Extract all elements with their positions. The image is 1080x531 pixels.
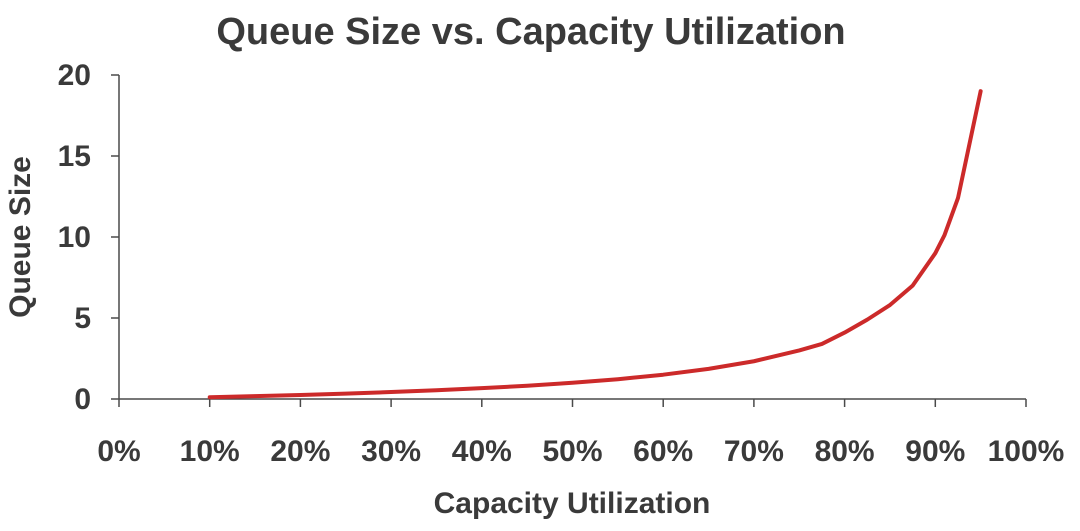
x-tick-label: 70% — [724, 435, 784, 468]
x-tick-label: 20% — [270, 435, 330, 468]
y-tick-label: 15 — [58, 140, 91, 173]
y-tick-label: 20 — [58, 59, 91, 92]
x-tick-label: 40% — [452, 435, 512, 468]
x-tick-label: 100% — [988, 435, 1065, 468]
x-tick-label: 90% — [905, 435, 965, 468]
y-tick-label: 0 — [74, 383, 91, 416]
x-tick-label: 30% — [361, 435, 421, 468]
x-axis-title: Capacity Utilization — [434, 487, 711, 520]
series-group — [207, 89, 983, 400]
x-tick-label: 0% — [97, 435, 140, 468]
y-tick-label: 5 — [74, 302, 91, 335]
axes: 0 5 10 15 20 0% 10% 20% 30% 40% 50% 60% 70% 80% 90% 100… — [58, 59, 1065, 468]
x-tick-label: 60% — [633, 435, 693, 468]
series-line-0 — [207, 89, 983, 400]
x-tick-label: 10% — [180, 435, 240, 468]
y-axis-title: Queue Size — [4, 156, 37, 318]
x-tick-label: 50% — [542, 435, 602, 468]
chart-title: Queue Size vs. Capacity Utilization — [216, 11, 845, 53]
y-tick-label: 10 — [58, 221, 91, 254]
x-tick-label: 80% — [815, 435, 875, 468]
